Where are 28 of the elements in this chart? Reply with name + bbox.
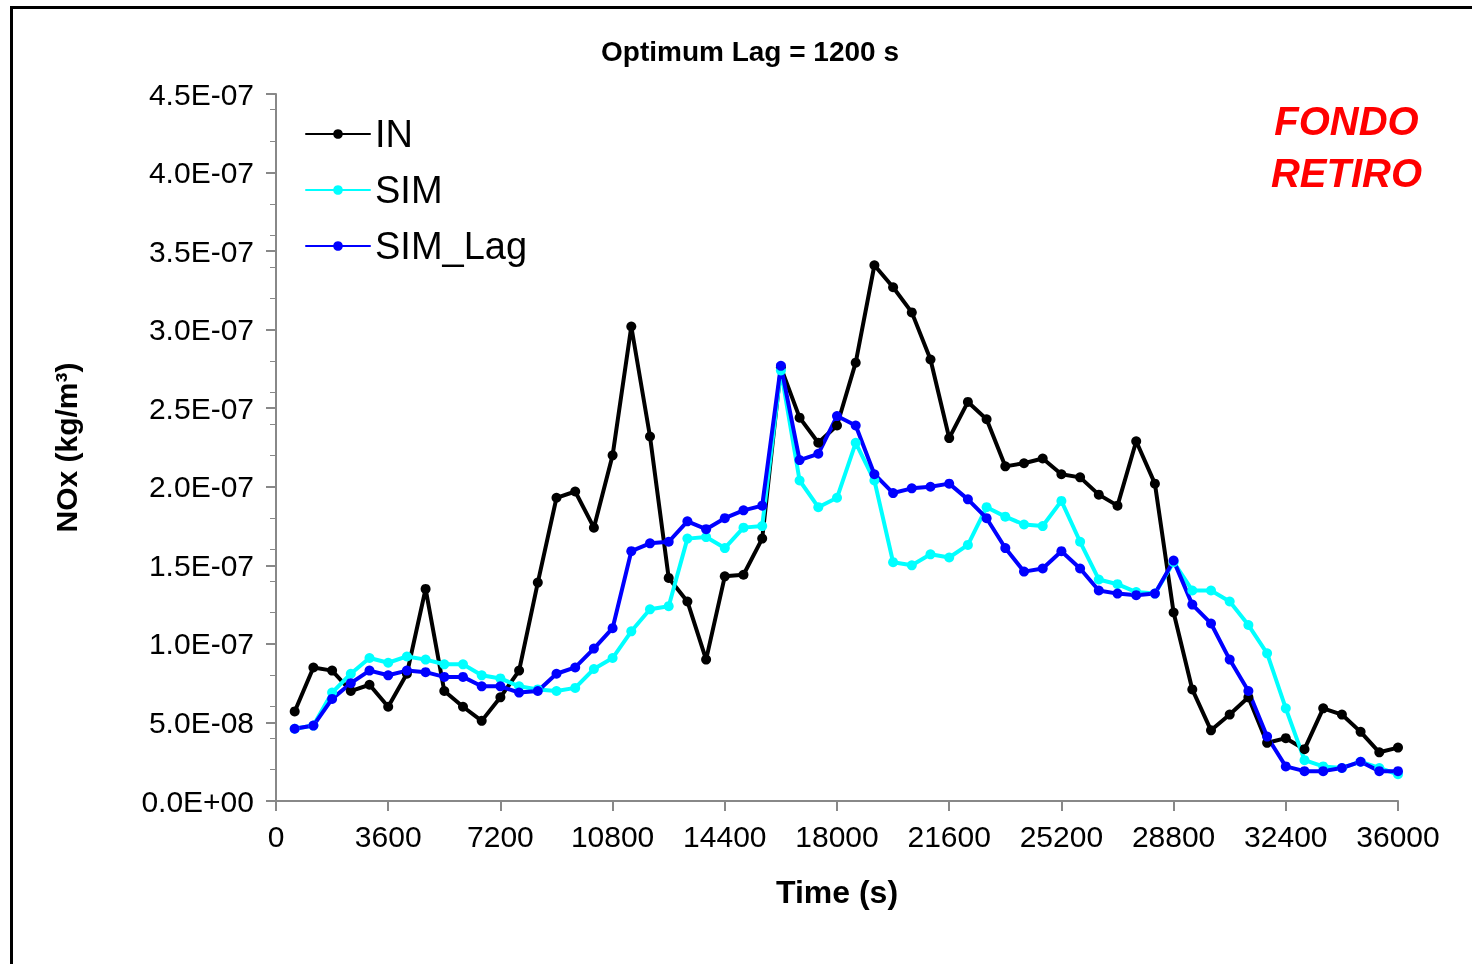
- x-tick-label: 18000: [795, 819, 879, 853]
- y-tick-label: 1.0E-07: [148, 627, 254, 661]
- y-tick-label: 1.5E-07: [148, 548, 254, 582]
- legend-label: SIM: [375, 169, 443, 211]
- y-tick-label: 0.0E+00: [141, 784, 254, 818]
- y-tick-label: 2.5E-07: [148, 391, 254, 425]
- x-tick-label: 25200: [1019, 819, 1104, 853]
- y-axis-title: NOx (kg/m³): [49, 362, 83, 533]
- x-axis-title: Time (s): [775, 874, 899, 910]
- x-tick-label: 36000: [1356, 819, 1440, 853]
- x-tick-label: 10800: [570, 819, 655, 853]
- annotation: FONDO RETIRO: [1270, 99, 1423, 195]
- x-tick-label: 28800: [1131, 819, 1216, 853]
- y-tick-label: 3.0E-07: [148, 313, 254, 347]
- x-tick-label: 14400: [683, 819, 767, 853]
- y-tick-label: 3.5E-07: [148, 234, 254, 268]
- y-tick-label: 4.0E-07: [148, 156, 254, 190]
- legend-label: SIM_Lag: [375, 225, 528, 267]
- x-tick-label: 7200: [467, 819, 534, 853]
- chart-title: Optimum Lag = 1200 s: [601, 35, 899, 67]
- y-tick-label: 5.0E-08: [148, 705, 254, 739]
- y-tick-label: 4.5E-07: [148, 77, 254, 111]
- x-tick-label: 32400: [1244, 819, 1328, 853]
- x-tick-label: 3600: [354, 819, 422, 853]
- legend-label: IN: [375, 113, 413, 155]
- x-tick-label: 21600: [907, 819, 991, 853]
- x-tick-label: 0: [267, 819, 285, 853]
- y-tick-label: 2.0E-07: [148, 470, 254, 504]
